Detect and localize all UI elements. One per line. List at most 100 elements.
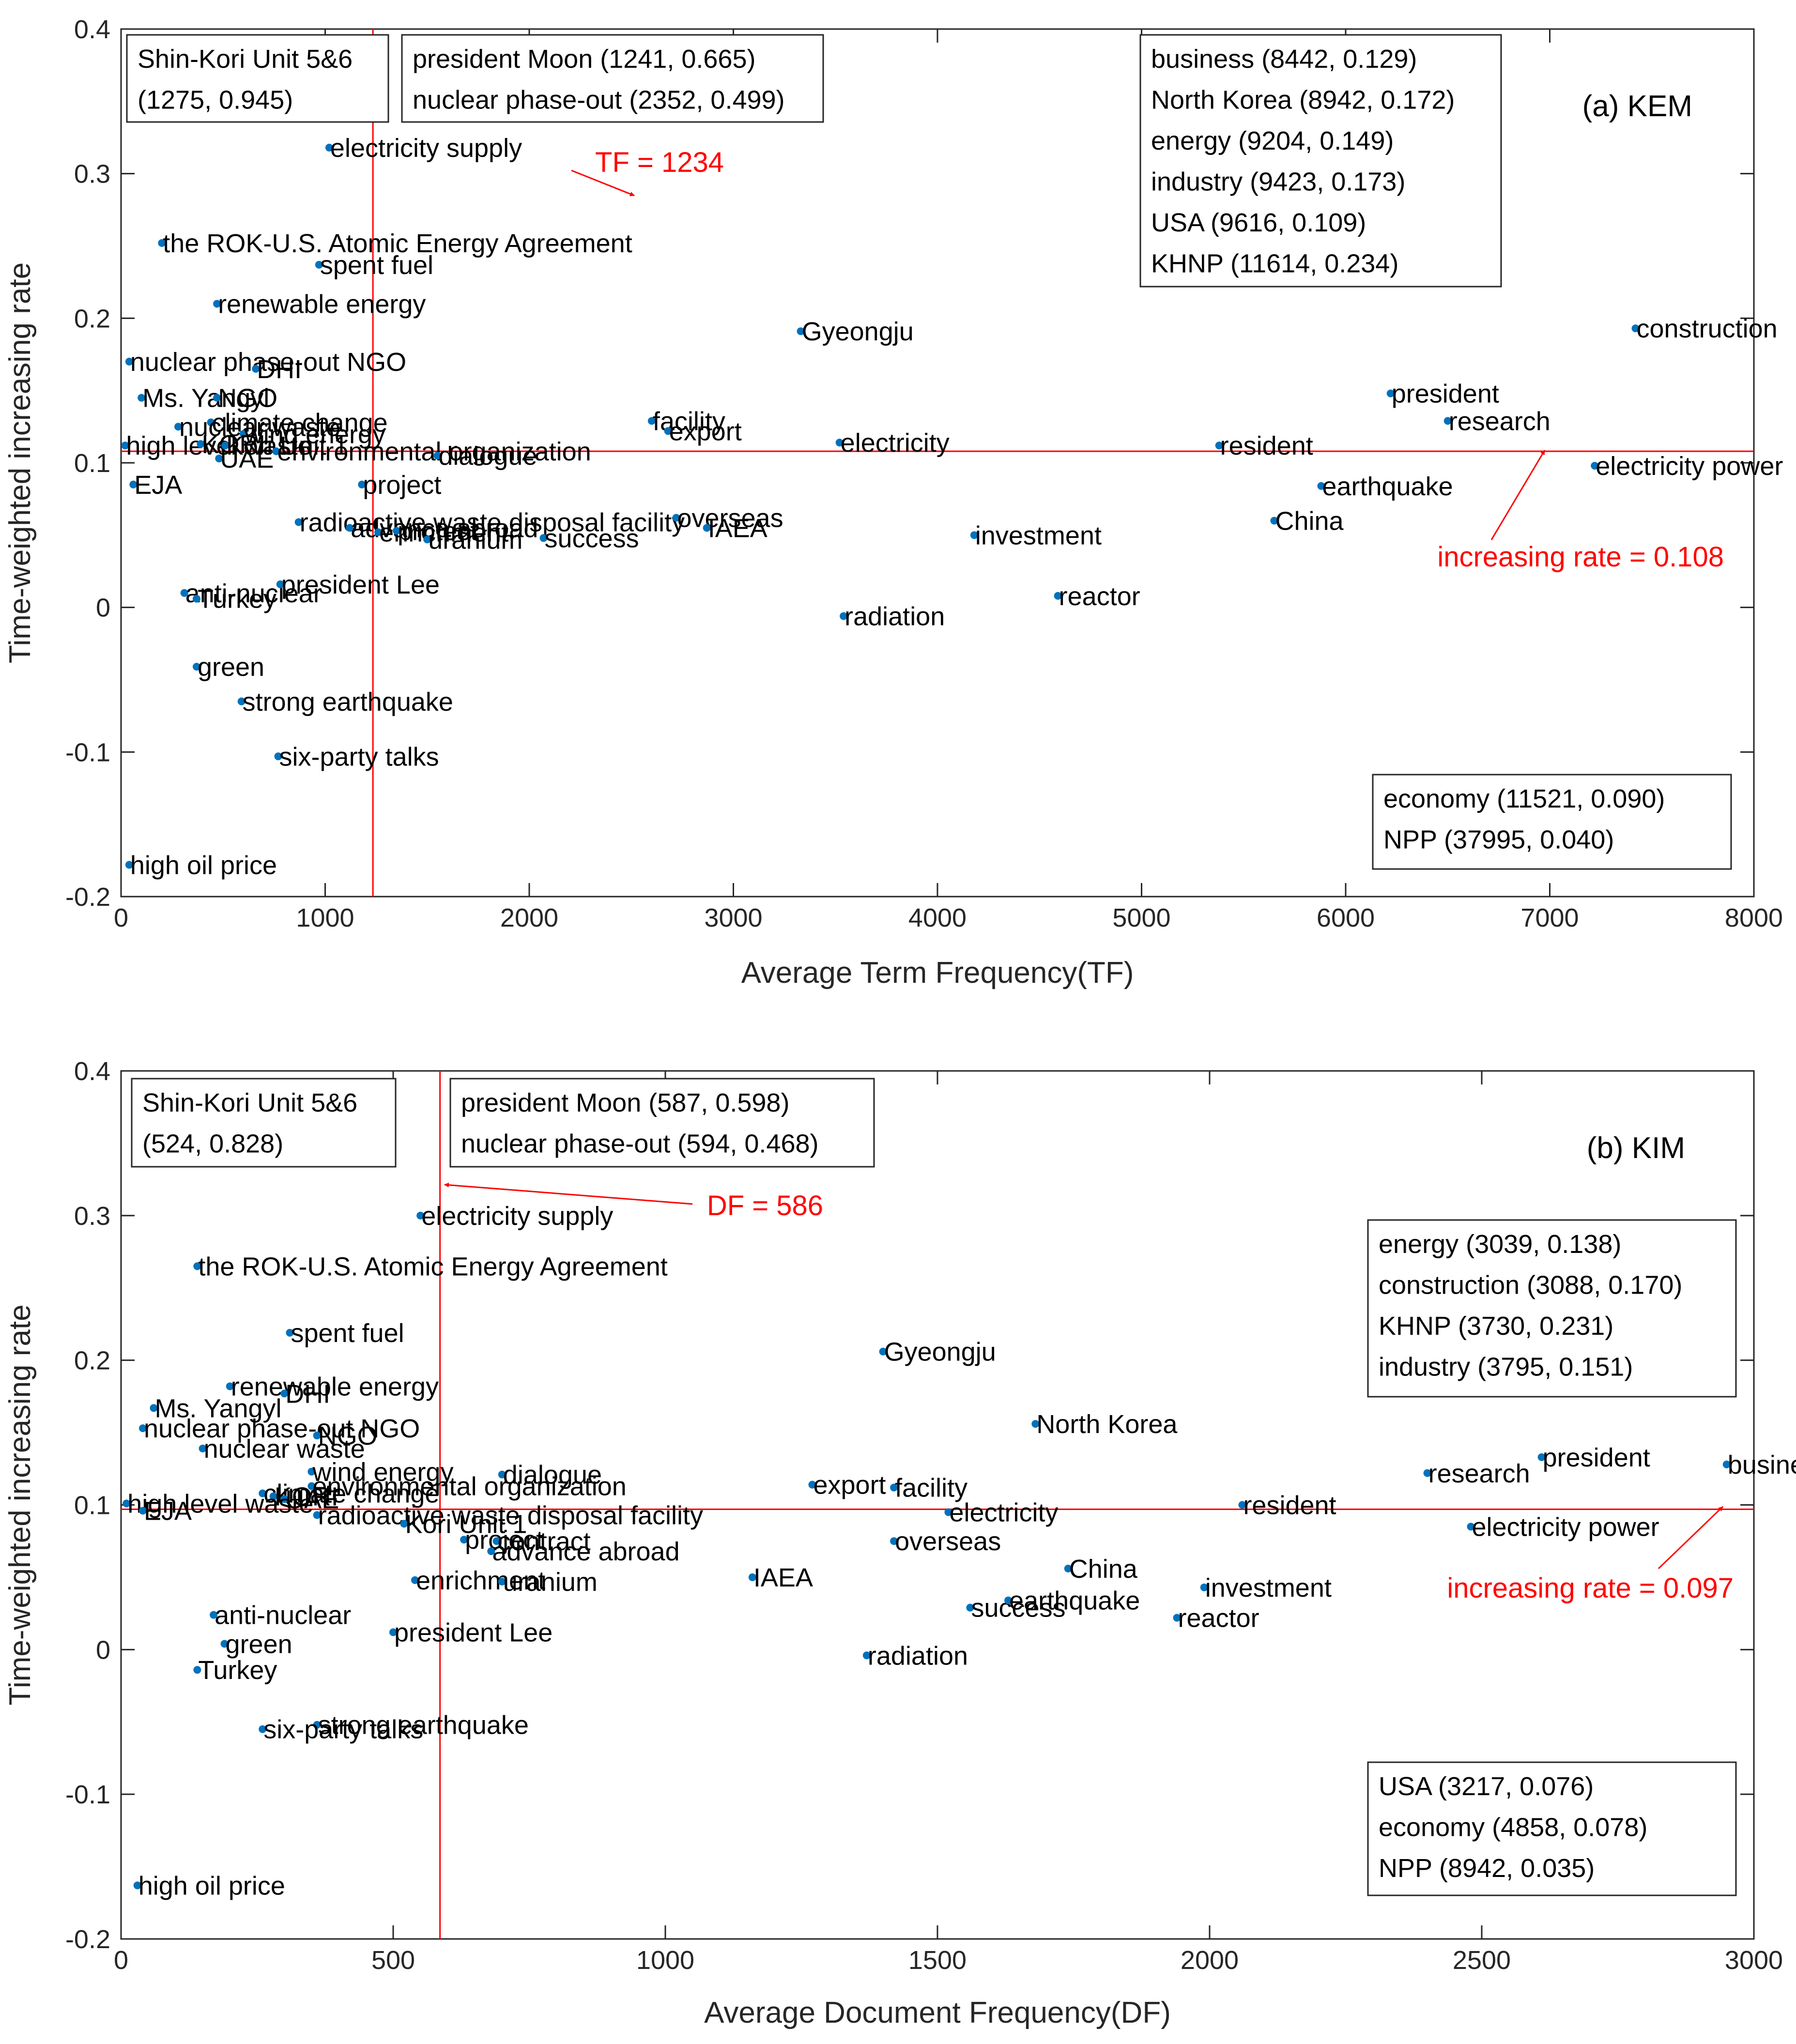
data-point [1537, 1453, 1546, 1461]
annotation-box-line: president Moon (1241, 0.665) [413, 45, 755, 74]
y-tick-label: 0.3 [74, 1202, 110, 1231]
point-label: uranium [503, 1568, 598, 1597]
y-tick-label: 0 [96, 594, 110, 623]
point-label: anti-nuclear [185, 579, 322, 608]
annotation-box-frame [131, 1078, 397, 1168]
data-point [358, 480, 366, 488]
point-label: president [1392, 380, 1499, 409]
data-point [460, 1536, 468, 1544]
annotation-box-line: economy (11521, 0.090) [1383, 784, 1665, 813]
point-label: electricity power [1472, 1512, 1659, 1541]
point-label: the ROK-U.S. Atomic Energy Agreement [198, 1252, 667, 1281]
data-point [193, 1262, 201, 1270]
point-label: electricity [949, 1498, 1058, 1527]
x-tick-label: 3000 [704, 903, 762, 932]
y-tick-label: 0.1 [74, 449, 110, 478]
threshold-x-arrow [444, 1182, 693, 1205]
data-point [220, 1640, 229, 1648]
data-point [808, 1480, 816, 1489]
y-tick-label: -0.1 [65, 738, 110, 767]
panel-a-kem: 0 1000 2000 3000 4000 5000 6000 7000 8000 -0.2 -0.… [3, 15, 1783, 990]
point-label: wind energy [244, 420, 385, 449]
data-point [259, 1489, 267, 1497]
data-point [197, 440, 205, 448]
data-point [313, 1721, 321, 1729]
point-label: overseas [677, 503, 783, 533]
point-label: nuclear phase-out NGO [144, 1414, 420, 1443]
data-point [703, 524, 711, 532]
point-label: nuclear waste [179, 412, 340, 442]
data-point [158, 239, 166, 247]
annotation-box-frame [1139, 34, 1502, 288]
data-point [1317, 482, 1325, 490]
point-label: research [1428, 1459, 1530, 1488]
threshold-x-annotation: DF = 586 [707, 1190, 823, 1221]
point-label: radioactive waste disposal facility [300, 508, 685, 537]
annotation-box: USA (3217, 0.076) economy (4858, 0.078) NP… [1367, 1761, 1737, 1896]
point-label: overseas [895, 1527, 1001, 1556]
data-point [346, 524, 354, 532]
x-tick-label: 7000 [1520, 903, 1579, 932]
annotation-box-line: nuclear phase-out (2352, 0.499) [413, 86, 785, 115]
point-label: electricity supply [421, 1202, 613, 1231]
point-label: Turkey [198, 1656, 277, 1685]
annotation-box: business (8442, 0.129) North Korea (8942,… [1139, 34, 1502, 288]
point-label: advance abroad [492, 1537, 679, 1566]
point-label: UAE [220, 444, 274, 473]
data-point [192, 663, 200, 671]
point-label: advance abroad [351, 514, 538, 543]
point-label: high oil price [130, 851, 277, 880]
data-point [1270, 517, 1278, 525]
x-tick-label: 3000 [1725, 1946, 1783, 1975]
point-label: green [226, 1630, 292, 1659]
point-label: construction [1637, 314, 1778, 343]
y-tick-label: 0 [96, 1635, 110, 1664]
data-point [944, 1508, 952, 1516]
annotation-box-frame [1372, 774, 1732, 870]
y-axis-label: Time-weighted increasing rate [3, 1304, 37, 1705]
data-point [237, 697, 246, 705]
data-point [121, 442, 129, 450]
threshold-y-arrow [1490, 450, 1546, 540]
point-label: Gyeongju [802, 317, 914, 346]
annotation-box-line: business (8442, 0.129) [1151, 45, 1417, 74]
point-label: radioactive waste disposal facility [318, 1501, 703, 1530]
data-point [1173, 1614, 1181, 1622]
annotation-box-frame [126, 34, 389, 123]
point-label: high level waste [127, 1490, 313, 1519]
point-label: success [545, 524, 639, 553]
point-label: EJA [144, 1496, 192, 1525]
point-label: resident [1220, 431, 1313, 460]
data-point [1054, 592, 1062, 600]
point-label: strong earthquake [318, 1711, 529, 1740]
annotation-box-line: (1275, 0.945) [138, 86, 293, 115]
point-label: North Korea [1036, 1410, 1178, 1439]
data-point [1423, 1469, 1431, 1477]
annotation-box-line: Shin-Kori Unit 5&6 [138, 45, 353, 74]
data-point [664, 427, 672, 435]
data-point [1200, 1583, 1208, 1591]
point-label: China [1069, 1555, 1138, 1584]
x-axis-label: Average Term Frequency(TF) [741, 956, 1134, 990]
annotation-box-line: nuclear phase-out (594, 0.468) [461, 1129, 819, 1159]
point-label: KORI [201, 430, 265, 459]
data-point [879, 1347, 887, 1356]
annotation-box-frame [1367, 1761, 1737, 1896]
point-label: six-party talks [263, 1715, 423, 1744]
point-label: Kori Unit 1 [405, 1510, 527, 1539]
data-point [150, 1404, 158, 1412]
point-label: dialogue [438, 442, 537, 471]
annotation-box: Shin-Kori Unit 5&6 (1275, 0.945) [126, 34, 389, 123]
data-point [280, 1495, 289, 1503]
data-point [1722, 1460, 1731, 1468]
data-point [193, 1666, 201, 1674]
data-point [748, 1573, 756, 1581]
data-point [313, 1432, 321, 1440]
point-label: research [1449, 407, 1550, 436]
point-label: UAE [285, 1485, 339, 1514]
data-point [389, 1628, 397, 1636]
x-tick-label: 1500 [908, 1946, 967, 1975]
annotation-box-line: energy (3039, 0.138) [1379, 1230, 1621, 1259]
data-point [276, 580, 284, 588]
data-point [492, 1537, 501, 1545]
